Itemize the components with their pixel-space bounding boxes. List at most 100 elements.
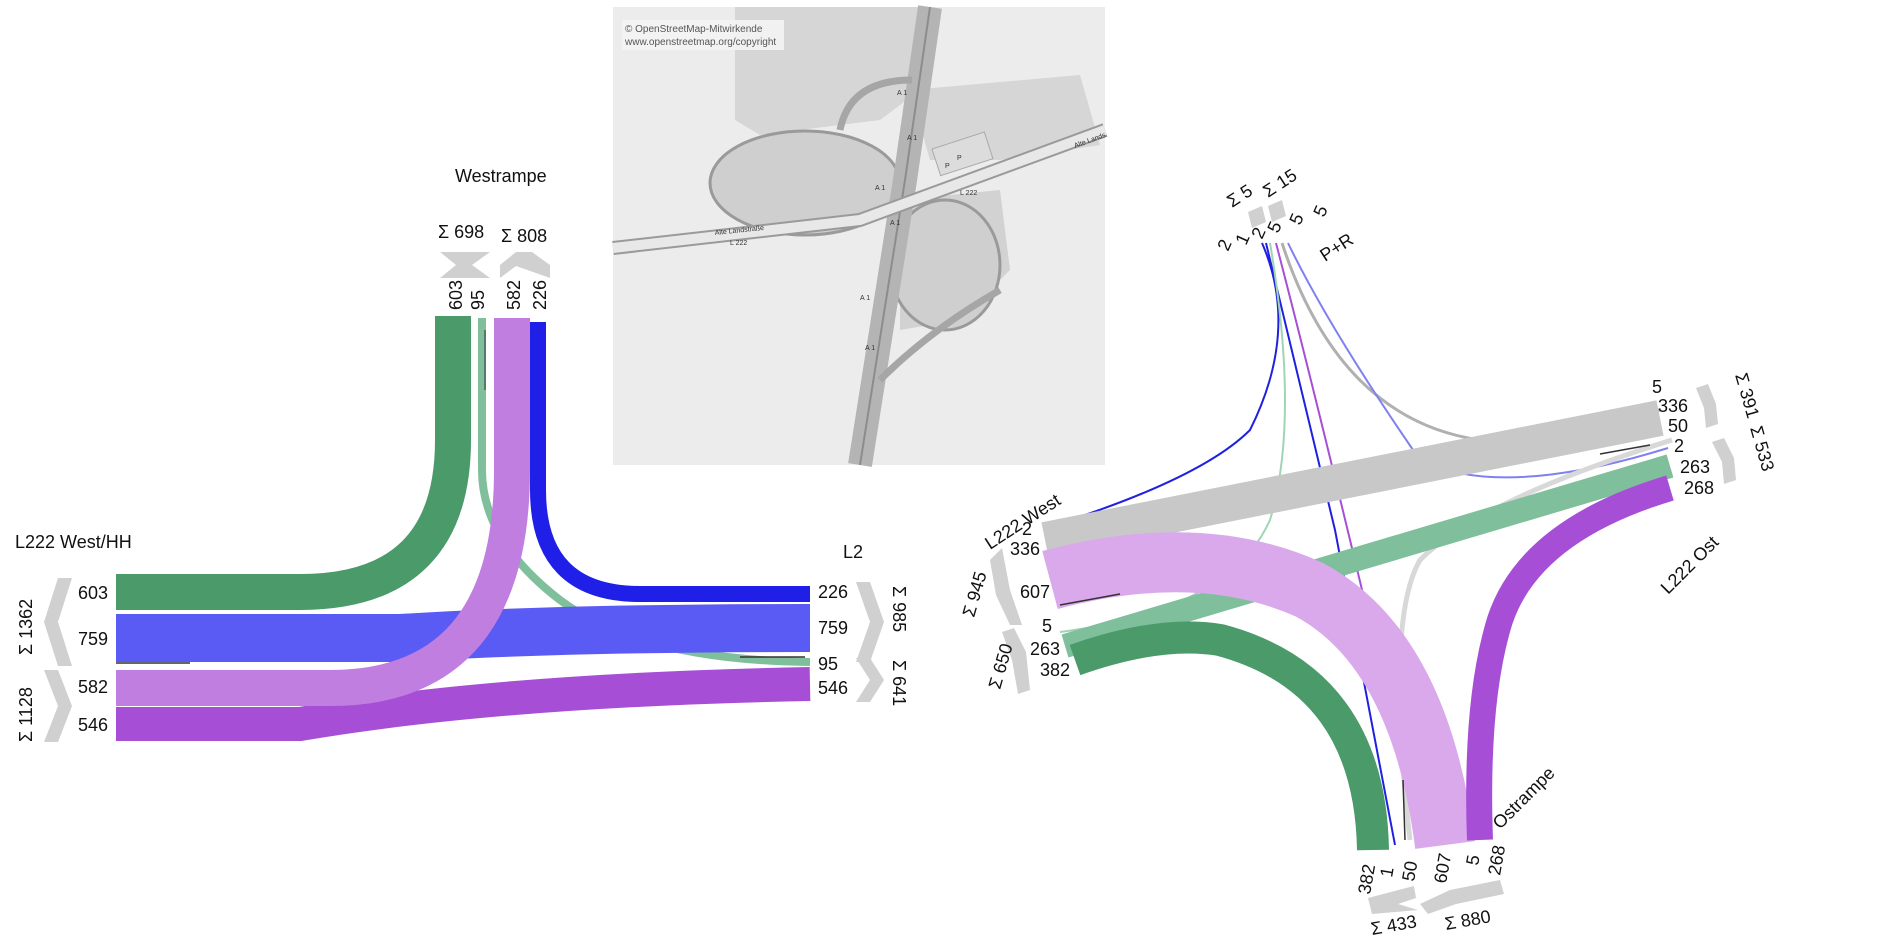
west-sum-1362: Σ 1362: [16, 599, 36, 655]
rampe-value-95: 95: [468, 290, 488, 310]
pr-sum-15: Σ 15: [1259, 165, 1300, 201]
map-road-label-l222-2: L 222: [960, 190, 977, 197]
ro-sum-391: Σ 391: [1731, 371, 1763, 421]
ro-value-263: 263: [1680, 457, 1710, 477]
ro-value-50: 50: [1668, 416, 1688, 436]
right-ostrampe-label: Ostrampe: [1489, 763, 1559, 833]
right-pr-label: P+R: [1316, 229, 1357, 265]
west-value-759: 759: [78, 629, 108, 649]
rw-value-607: 607: [1020, 582, 1050, 602]
rb-sum-bracket-2: [1420, 880, 1504, 914]
flow-green-rampe-to-west: [116, 316, 471, 610]
map-road-l222-inner: [612, 125, 1107, 253]
west-sum-bracket-2: [44, 670, 72, 742]
rampe-sum-bracket-in: [440, 252, 490, 278]
flow-pr-blue-to-west: [1044, 242, 1280, 529]
map-road-label-a1-3: A 1: [875, 185, 885, 192]
ro-sum-bracket-2: [1712, 438, 1736, 484]
map-inset: P P Alte Landstraße L 222 L 222 A 1 A 1 …: [612, 5, 1108, 467]
map-parking: [931, 131, 994, 177]
rw-sum-bracket-1: [990, 548, 1022, 625]
east-value-546: 546: [818, 678, 848, 698]
east-value-95: 95: [818, 654, 838, 674]
rampe-sum-bracket-out: [500, 252, 550, 278]
separator-line: [1599, 444, 1651, 455]
rampe-value-582: 582: [504, 280, 524, 310]
east-sum-bracket-2: [856, 658, 884, 702]
east-label-fragment: L2: [843, 542, 863, 562]
separator-line: [1402, 779, 1406, 841]
rb-value-1: 1: [1376, 865, 1397, 878]
rb-value-50: 50: [1398, 859, 1421, 882]
west-value-582: 582: [78, 677, 108, 697]
map-area-ne: [910, 75, 1100, 160]
rb-value-607: 607: [1430, 852, 1455, 885]
map-attribution-line-2: www.openstreetmap.org/copyright: [624, 37, 776, 48]
rb-value-382: 382: [1354, 863, 1379, 896]
east-value-226: 226: [818, 582, 848, 602]
flow-purple-rampe-to-west: [116, 318, 530, 706]
flow-blue-west-to-east: [116, 604, 811, 662]
flow-mint-west-ost: [1061, 454, 1674, 658]
map-parking-label-2: P: [945, 163, 950, 170]
west-hh-label: L222 West/HH: [15, 532, 132, 552]
flow-blue-rampe-to-east: [530, 322, 810, 602]
rampe-sum-1: Σ 698: [438, 222, 484, 242]
rw-value-5: 5: [1042, 616, 1052, 636]
rb-sum-bracket-1: [1368, 886, 1418, 914]
ro-value-336: 336: [1658, 396, 1688, 416]
map-road-label-a1-4: A 1: [890, 220, 900, 227]
west-sum-1128: Σ 1128: [16, 687, 36, 742]
map-road-label-a1-1: A 1: [897, 90, 907, 97]
rb-value-5: 5: [1462, 853, 1483, 866]
ro-value-268: 268: [1684, 478, 1714, 498]
west-value-603: 603: [78, 583, 108, 603]
map-road-label-l222-1: L 222: [730, 240, 747, 247]
rampe-value-603: 603: [446, 280, 466, 310]
right-ost-label: L222 Ost: [1657, 532, 1723, 598]
east-sum-641: Σ 641: [889, 660, 909, 706]
map-road-label-a1-5: A 1: [860, 295, 870, 302]
flow-gray-west-ost: [1041, 400, 1664, 558]
ro-sum-533: Σ 533: [1746, 424, 1778, 474]
east-sum-985: Σ 985: [889, 586, 909, 632]
separator-line: [1059, 593, 1121, 606]
flow-lilac-west-bottom: [1042, 532, 1475, 849]
rampe-value-226: 226: [530, 280, 550, 310]
rb-sum-880: Σ 880: [1443, 906, 1492, 934]
rw-sum-650: Σ 650: [985, 641, 1017, 691]
flow-pr-blue-to-bottom: [1265, 242, 1396, 846]
east-value-759: 759: [818, 618, 848, 638]
ro-value-2: 2: [1674, 436, 1684, 456]
left-junction-diagram: L222 West/HH Westrampe L2 Σ 698 Σ 808 60…: [15, 166, 909, 742]
rb-sum-433: Σ 433: [1369, 911, 1418, 936]
west-sum-bracket-1: [44, 578, 72, 666]
pr-sum-bracket-1: [1248, 206, 1266, 228]
rw-value-382: 382: [1040, 660, 1070, 680]
rb-value-268: 268: [1484, 844, 1509, 877]
flow-green-west-bottom: [1069, 621, 1389, 851]
rw-value-2: 2: [1022, 519, 1032, 539]
east-sum-bracket-1: [856, 582, 884, 662]
pr-value-5b: 5: [1285, 210, 1307, 227]
west-value-546: 546: [78, 715, 108, 735]
map-road-label-a1-6: A 1: [865, 345, 875, 352]
rampe-sum-2: Σ 808: [501, 226, 547, 246]
map-attribution-line-1: © OpenStreetMap-Mitwirkende: [625, 24, 763, 35]
rw-value-336: 336: [1010, 539, 1040, 559]
ro-sum-bracket-1: [1696, 384, 1718, 428]
rw-value-263: 263: [1030, 639, 1060, 659]
westrampe-label: Westrampe: [455, 166, 547, 186]
flow-purple-west-to-east: [116, 667, 811, 741]
rw-sum-945: Σ 945: [959, 569, 991, 619]
pr-sum-5: Σ 5: [1223, 180, 1256, 211]
map-ramp-sw: [877, 286, 1002, 383]
pr-value-5c: 5: [1309, 202, 1331, 219]
flow-mint-rampe-to-east: [478, 318, 811, 666]
map-attribution-box: [622, 20, 784, 50]
map-motorway-center: [859, 6, 931, 466]
flow-purple-ost-bottom: [1466, 475, 1674, 841]
map-road-label-a1-2: A 1: [907, 135, 917, 142]
rw-sum-bracket-2: [1002, 628, 1030, 694]
